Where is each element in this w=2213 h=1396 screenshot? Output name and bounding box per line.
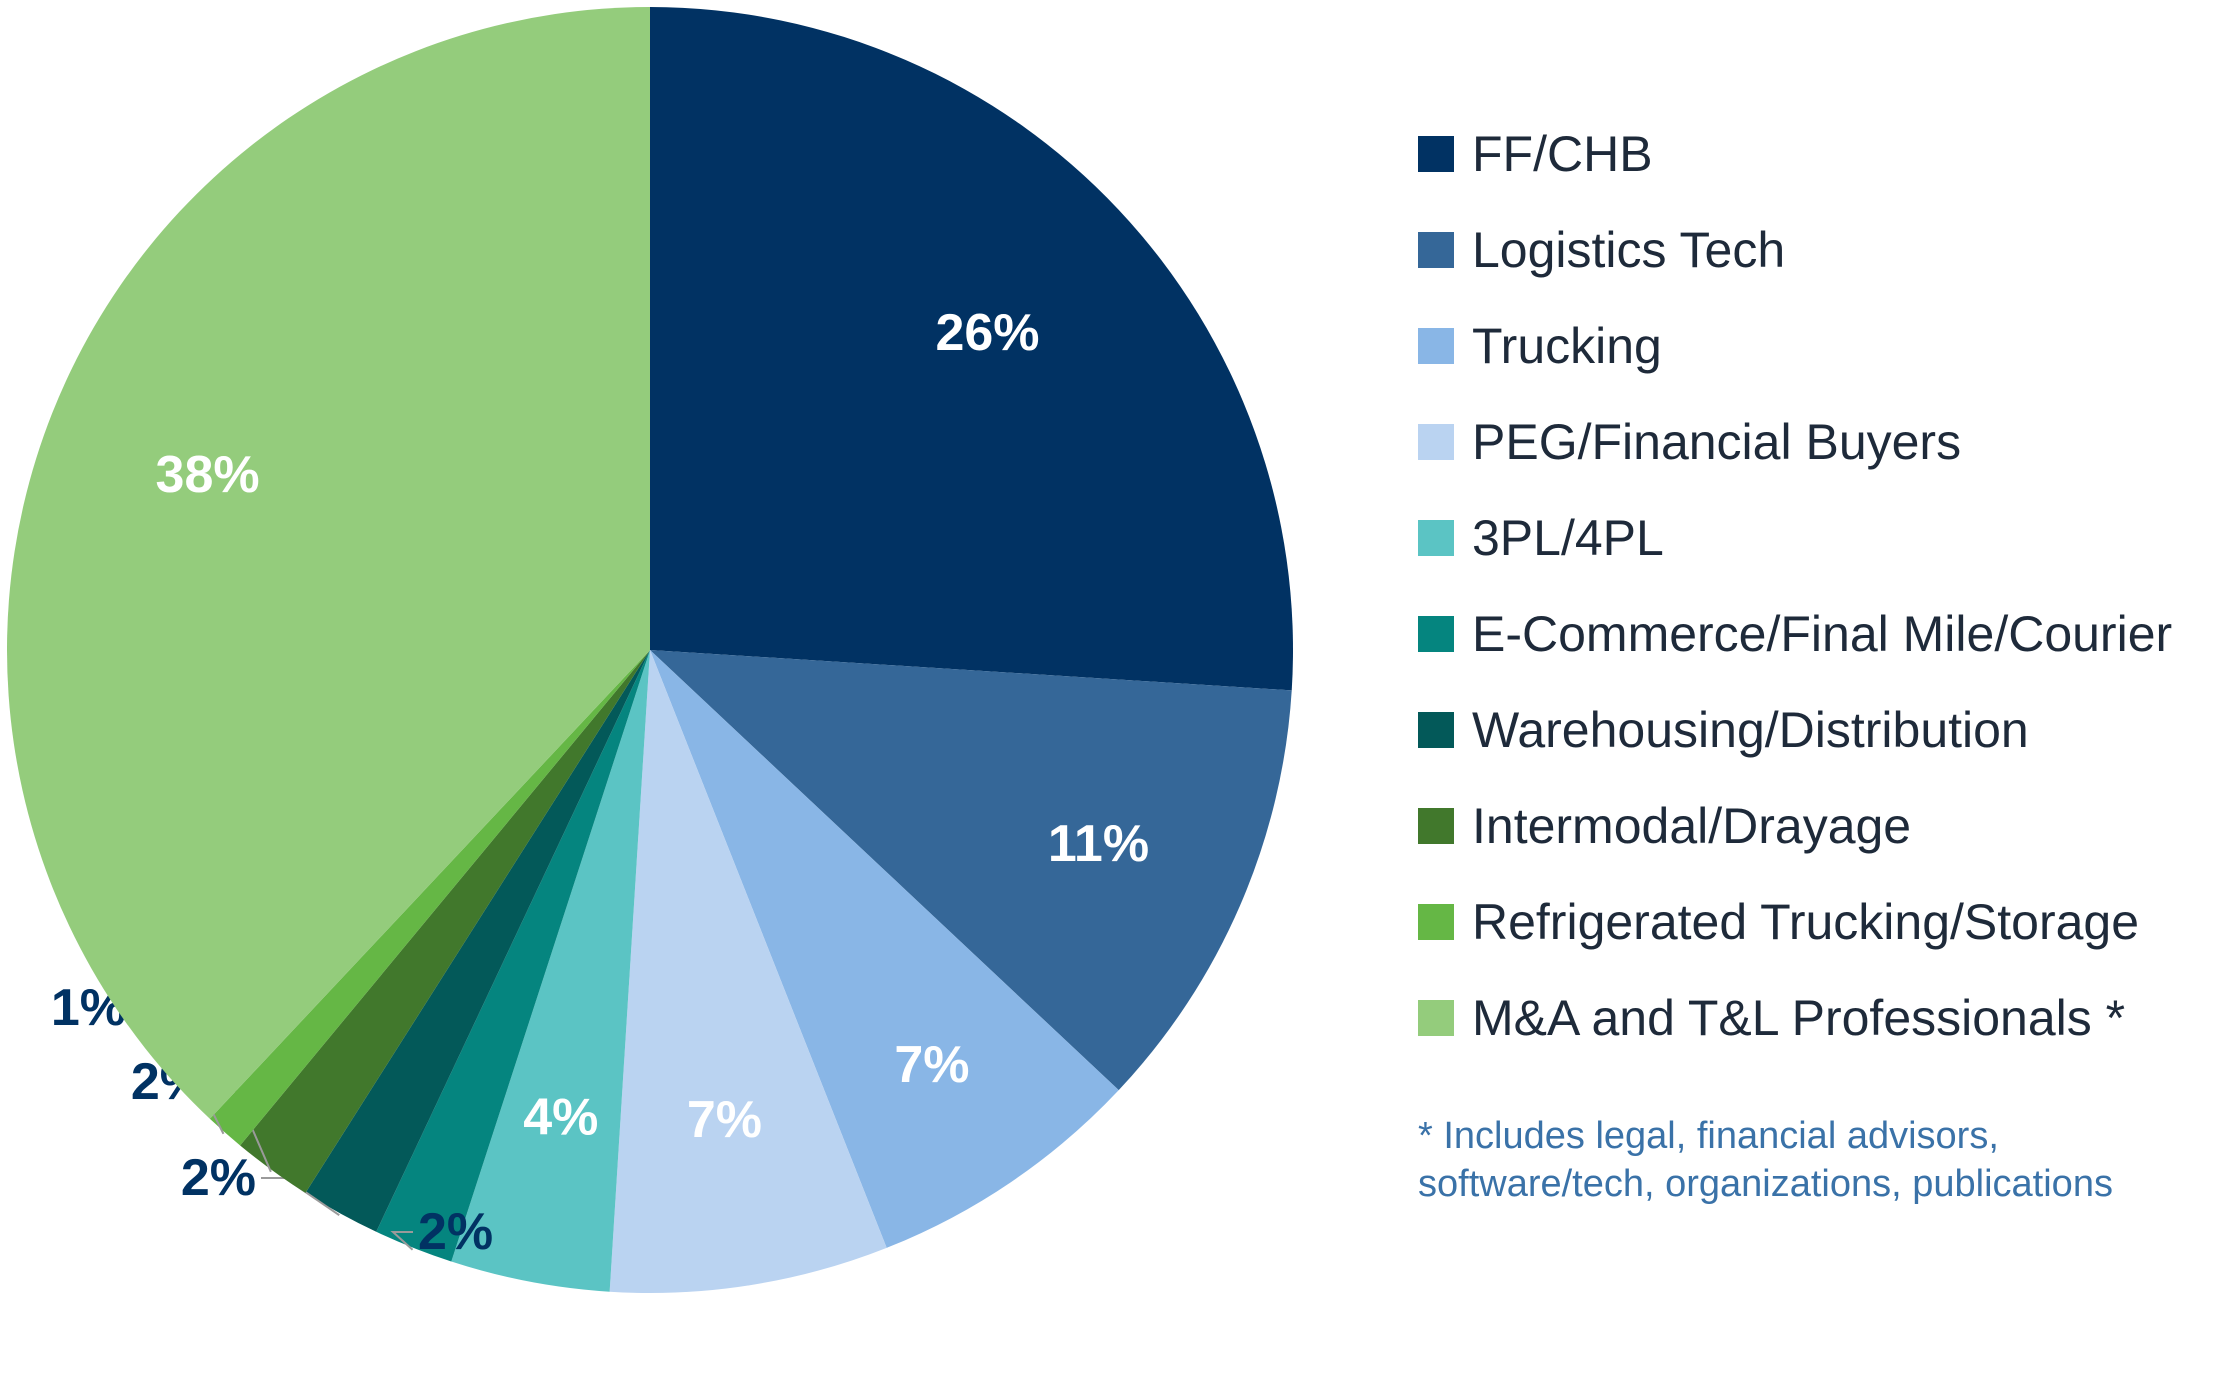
legend-item-ff-chb: FF/CHB [1418,106,2172,202]
legend-label: 3PL/4PL [1472,510,1664,566]
slice-label-peg-financial-buyers: 7% [687,1091,762,1149]
legend-item-e-commerce-final-mile-courier: E-Commerce/Final Mile/Courier [1418,586,2172,682]
legend-swatch [1418,712,1454,748]
pie-slice-ff-chb [650,7,1293,691]
legend-item-intermodal-drayage: Intermodal/Drayage [1418,778,2172,874]
legend-label: Intermodal/Drayage [1472,798,1912,854]
pie-chart: 26%11%7%7%4%2%2%2%1%38% [6,7,1293,1293]
slice-label-trucking: 7% [894,1036,969,1094]
pie-slice-3pl-4pl [451,650,650,1292]
slice-label-logistics-tech: 11% [1048,815,1149,873]
footnote-line-1: * Includes legal, financial advisors, [1418,1115,1999,1157]
slice-label-3pl-4pl: 4% [523,1088,598,1146]
footnote-line-2: software/tech, organizations, publicatio… [1418,1163,2113,1205]
pie-slice-m-a-and-t-l-professionals [6,7,650,1119]
legend-swatch [1418,136,1454,172]
legend-swatch [1418,328,1454,364]
slice-label-warehousing-distribution: 2% [181,1149,256,1207]
legend-label: Logistics Tech [1472,222,1786,278]
legend-label: Warehousing/Distribution [1472,702,2029,758]
legend-label: Refrigerated Trucking/Storage [1472,894,2140,950]
pie-slice-refrigerated-trucking-storage [209,650,650,1146]
legend-swatch [1418,616,1454,652]
legend-swatch [1418,232,1454,268]
pie-slice-e-commerce-final-mile-courier [376,650,650,1262]
legend-item-refrigerated-trucking-storage: Refrigerated Trucking/Storage [1418,874,2172,970]
pie-slice-warehousing-distribution [305,650,650,1232]
pie-slice-trucking [650,650,1119,1248]
legend-label: Trucking [1472,318,1662,374]
pie-slice-logistics-tech [650,650,1292,1091]
legend-item-trucking: Trucking [1418,298,2172,394]
legend-item-warehousing-distribution: Warehousing/Distribution [1418,682,2172,778]
legend-label: E-Commerce/Final Mile/Courier [1472,606,2173,662]
pie-slice-peg-financial-buyers [609,650,887,1293]
legend-label: PEG/Financial Buyers [1472,414,1962,470]
legend-item-m-a-and-t-l-professionals: M&A and T&L Professionals * [1418,970,2172,1066]
legend-swatch [1418,520,1454,556]
slice-label-e-commerce-final-mile-courier: 2% [418,1203,493,1261]
legend-swatch [1418,1000,1454,1036]
leader-line-e-commerce-final-mile-courier [390,1231,414,1251]
legend-label: M&A and T&L Professionals * [1472,990,2126,1046]
legend: FF/CHB Logistics Tech Trucking PEG/Financia… [1418,106,2172,1066]
legend-item-logistics-tech: Logistics Tech [1418,202,2172,298]
footnote: * Includes legal, financial advisors, so… [1418,1112,2198,1208]
slice-label-ff-chb: 26% [935,304,1039,362]
legend-swatch [1418,424,1454,460]
legend-swatch [1418,808,1454,844]
legend-label: FF/CHB [1472,126,1653,182]
legend-item-3pl-4pl: 3PL/4PL [1418,490,2172,586]
slice-label-m-a-and-t-l-professionals: 38% [156,446,260,504]
pie-slice-intermodal-drayage [240,650,651,1193]
legend-item-peg-financial-buyers: PEG/Financial Buyers [1418,394,2172,490]
legend-swatch [1418,904,1454,940]
